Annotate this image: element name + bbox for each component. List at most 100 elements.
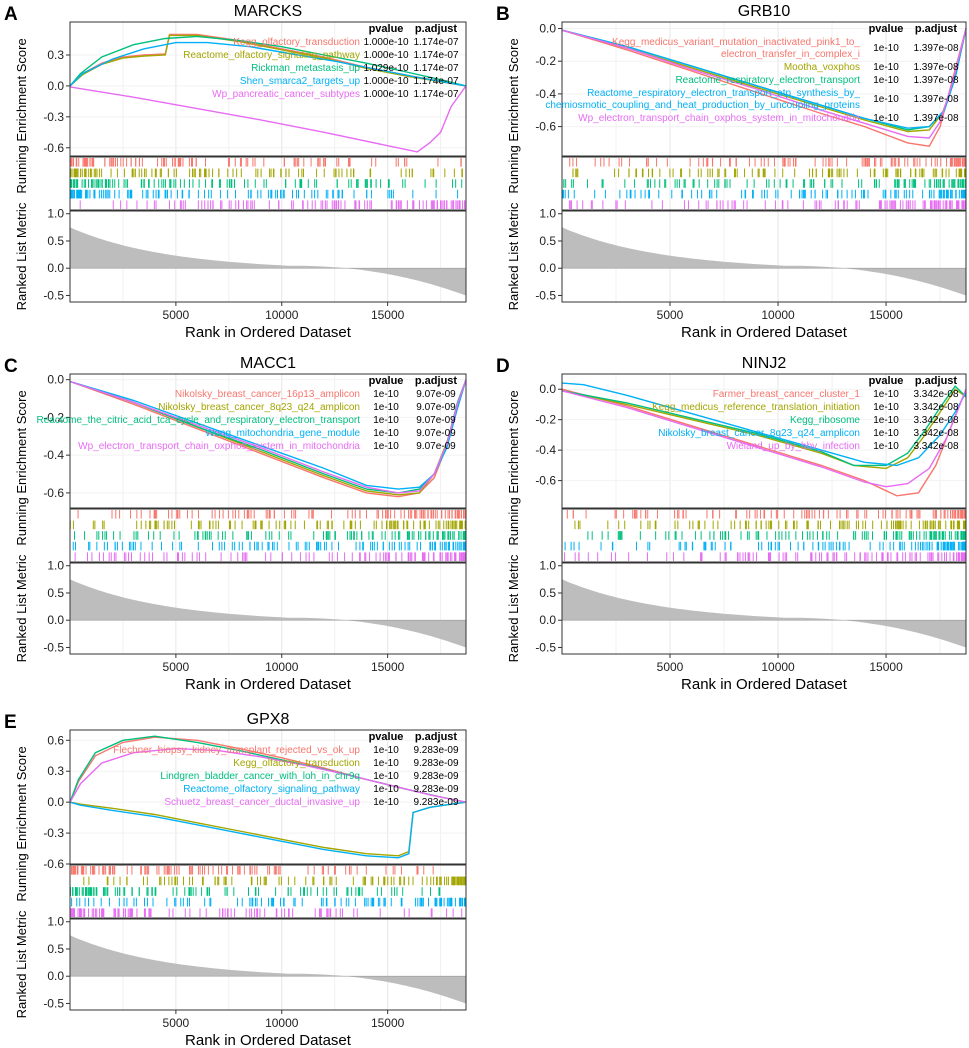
rl-ytick-label: -0.5 <box>43 996 64 1010</box>
legend-name: Rickman_metastasis_up <box>251 63 360 74</box>
es-line <box>69 379 467 490</box>
legend-padj: 9.283e-09 <box>413 797 458 808</box>
rl-ytick-label: 0.0 <box>539 613 556 627</box>
es-ytick-label: -0.6 <box>535 120 556 134</box>
panel-a: A MARCKS 0.3 0.0 -0.3 -0.6 Running Enrichment … <box>4 3 467 341</box>
x-tick-label: 10000 <box>761 660 795 674</box>
legend-name: Flechner_biopsy_kidney_transplant_reject… <box>113 745 360 756</box>
panel-b: B GRB10 0.0 -0.2 -0.4 -0.6 Running Enrichment … <box>496 3 967 341</box>
legend-padj: 3.342e-08 <box>913 389 958 400</box>
x-tick-label: 15000 <box>371 660 405 674</box>
es-ylabel: Running Enrichment Score <box>14 38 29 193</box>
es-ytick-label: -0.6 <box>43 857 64 871</box>
barcode-frame <box>69 508 467 563</box>
legend-pvalue: 1e-10 <box>873 441 899 452</box>
es-ytick-label: -0.2 <box>535 413 556 427</box>
legend-padj: 9.283e-09 <box>413 771 458 782</box>
legend-padj: 9.07e-09 <box>416 389 456 400</box>
es-ytick-label: 0.3 <box>47 764 64 778</box>
legend-pvalue: 1e-10 <box>873 62 899 73</box>
pvalue-header: pvalue <box>869 23 904 35</box>
legend-name: Nikolsky_breast_cancer_16p13_amplicon <box>175 389 360 400</box>
legend-name: Kegg_olfactory_transduction <box>233 37 360 48</box>
es-line <box>561 28 967 129</box>
legend-pvalue: 1e-10 <box>873 94 899 105</box>
rl-ytick-label: 0.0 <box>47 613 64 627</box>
es-line <box>69 379 467 494</box>
es-line <box>561 388 967 470</box>
legend-padj: 1.174e-07 <box>413 50 458 61</box>
es-frame <box>69 373 467 509</box>
rl-ytick-label: -0.5 <box>43 640 64 654</box>
legend-name: Shen_smarca2_targets_up <box>240 76 361 87</box>
es-frame <box>561 21 967 157</box>
x-tick-label: 15000 <box>371 308 405 322</box>
legend-name: Reactome_olfactory_signaling_pathway <box>183 50 360 61</box>
legend-pvalue: 1e-10 <box>373 745 399 756</box>
rl-ylabel: Ranked List Metric <box>506 202 521 310</box>
legend-padj: 1.397e-08 <box>913 113 958 124</box>
es-ytick-label: -0.6 <box>43 141 64 155</box>
rl-ytick-label: 0.0 <box>47 261 64 275</box>
es-ytick-label: 0.0 <box>47 373 64 387</box>
es-ytick-label: -0.4 <box>535 443 556 457</box>
legend-padj: 3.342e-08 <box>913 441 958 452</box>
es-line <box>561 385 967 467</box>
panel-letter: D <box>496 356 510 377</box>
x-axis-label: Rank in Ordered Dataset <box>681 324 848 341</box>
x-tick-label: 5000 <box>163 660 190 674</box>
legend-pvalue: 1.000e-10 <box>363 76 408 87</box>
panel-title: GRB10 <box>738 3 791 20</box>
rl-ytick-label: -0.5 <box>535 288 556 302</box>
barcode-frame <box>69 156 467 211</box>
legend-padj: 3.342e-08 <box>913 415 958 426</box>
es-ytick-label: -0.2 <box>535 54 556 68</box>
x-tick-label: 10000 <box>265 660 299 674</box>
padj-header: p.adjust <box>415 731 458 743</box>
x-tick-label: 5000 <box>163 308 190 322</box>
ranked-list-area <box>70 227 466 296</box>
x-tick-label: 15000 <box>869 660 903 674</box>
rl-frame <box>561 210 967 303</box>
es-line <box>69 801 467 859</box>
es-frame <box>69 21 467 157</box>
es-ytick-label: 0.3 <box>47 48 64 62</box>
legend-name: Mootha_voxphos <box>784 62 860 73</box>
rl-ytick-label: 0.5 <box>539 586 556 600</box>
legend-padj: 1.174e-07 <box>413 89 458 100</box>
legend-name: chemiosmotic_coupling_and_heat_productio… <box>545 100 860 111</box>
legend-pvalue: 1e-10 <box>373 428 399 439</box>
es-ytick-label: 0.0 <box>539 382 556 396</box>
panel-c: C MACC1 0.0 -0.2 -0.4 -0.6 Running Enrichment … <box>4 355 467 693</box>
legend-padj: 9.283e-09 <box>413 745 458 756</box>
legend-name: Wp_electron_transport_chain_oxphos_syste… <box>578 113 860 124</box>
legend-pvalue: 1e-10 <box>373 402 399 413</box>
rl-ytick-label: 1.0 <box>539 207 556 221</box>
legend-pvalue: 1e-10 <box>373 797 399 808</box>
ranked-list-area <box>70 935 466 1004</box>
rl-ytick-label: -0.5 <box>43 288 64 302</box>
legend-padj: 1.397e-08 <box>913 43 958 54</box>
legend-name: Nikolsky_breast_cancer_8q23_q24_amplicon <box>658 428 860 439</box>
padj-header: p.adjust <box>415 23 458 35</box>
legend-pvalue: 1e-10 <box>373 771 399 782</box>
x-axis-label: Rank in Ordered Dataset <box>681 676 848 693</box>
legend-name: Kegg_olfactory_transduction <box>233 758 360 769</box>
es-ytick-label: -0.6 <box>43 486 64 500</box>
rl-ytick-label: -0.5 <box>535 640 556 654</box>
legend-pvalue: 1e-10 <box>873 415 899 426</box>
legend-padj: 9.07e-09 <box>416 415 456 426</box>
x-tick-label: 10000 <box>265 1016 299 1030</box>
es-line <box>561 28 967 139</box>
pvalue-header: pvalue <box>369 731 404 743</box>
legend-padj: 1.397e-08 <box>913 75 958 86</box>
rl-ylabel: Ranked List Metric <box>14 910 29 1018</box>
rl-frame <box>69 918 467 1011</box>
legend-name: Reactome_olfactory_signaling_pathway <box>183 784 360 795</box>
padj-header: p.adjust <box>915 375 958 387</box>
legend-padj: 3.342e-08 <box>913 402 958 413</box>
pvalue-header: pvalue <box>369 375 404 387</box>
es-ytick-label: 0.0 <box>47 79 64 93</box>
ranked-list-area <box>562 227 966 296</box>
rl-frame <box>69 562 467 655</box>
